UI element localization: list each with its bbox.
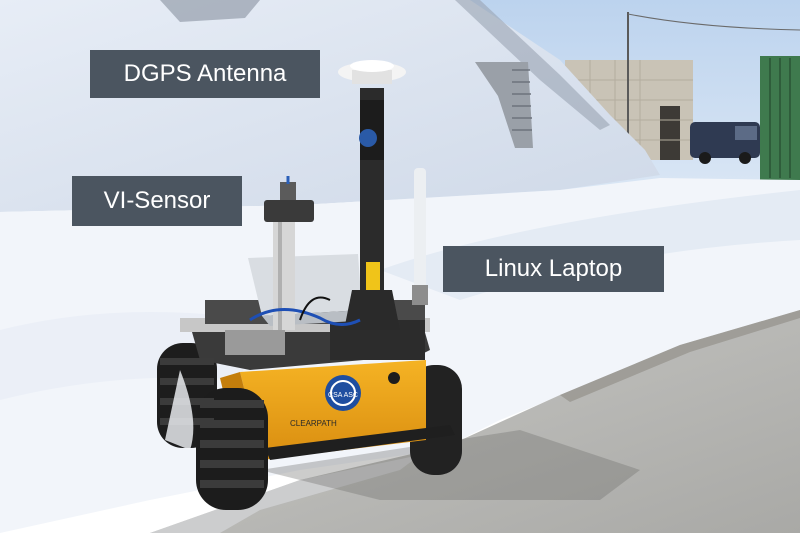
white-post bbox=[414, 168, 426, 288]
vi-sensor-mast bbox=[273, 215, 295, 330]
linux-laptop-label: Linux Laptop bbox=[443, 246, 664, 292]
logo-text: CSA ASC bbox=[328, 392, 358, 399]
vi-sensor-label: VI-Sensor bbox=[72, 176, 242, 226]
brand-text: CLEARPATH bbox=[290, 419, 337, 428]
dgps-antenna-label: DGPS Antenna bbox=[90, 50, 320, 98]
building-door bbox=[660, 106, 680, 160]
vi-sensor bbox=[264, 200, 314, 222]
